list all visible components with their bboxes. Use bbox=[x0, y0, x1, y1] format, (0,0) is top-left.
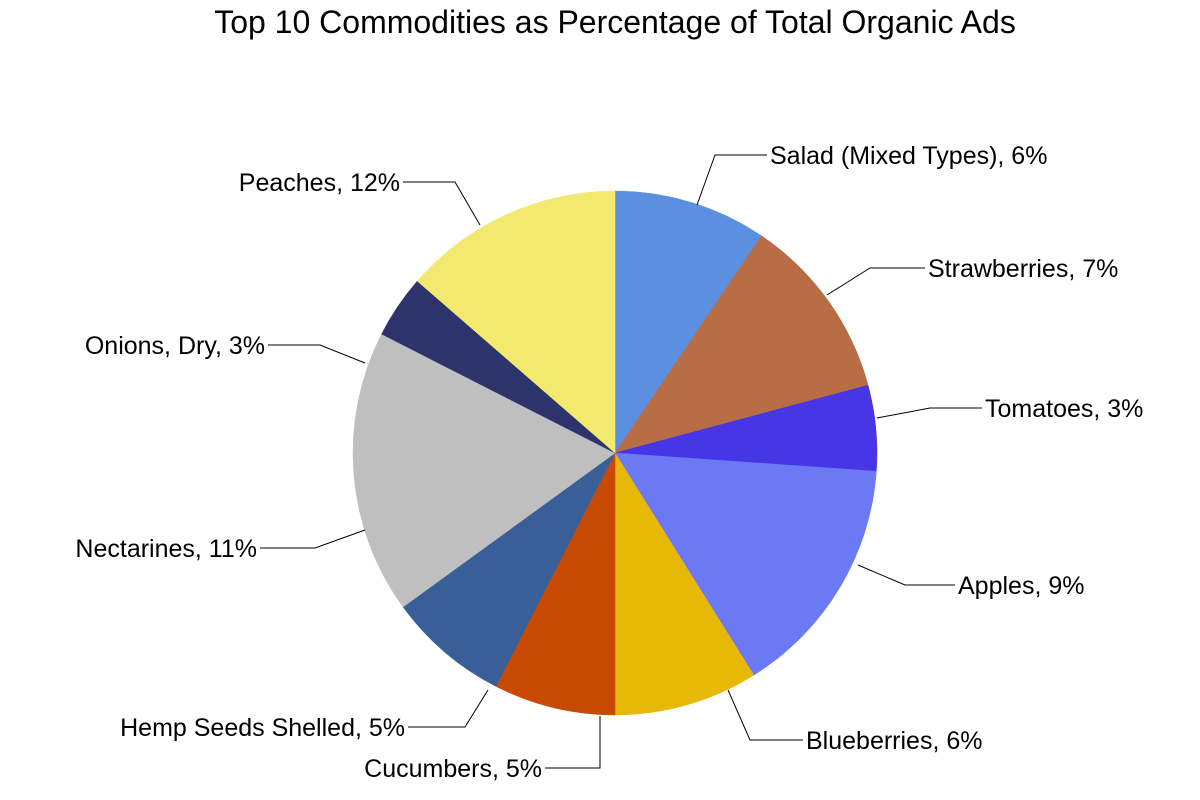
pie-slice-nectarines bbox=[352, 333, 616, 608]
pie-slice-peaches bbox=[416, 190, 616, 454]
slice-label: Cucumbers, 5% bbox=[364, 755, 542, 783]
slice-label: Peaches, 12% bbox=[239, 169, 400, 197]
pie-slice-blueberries bbox=[614, 452, 755, 716]
leader-line bbox=[727, 689, 803, 741]
leader-lines bbox=[260, 154, 982, 769]
leader-line bbox=[403, 181, 481, 226]
leader-line bbox=[268, 344, 366, 364]
slice-label: Nectarines, 11% bbox=[75, 535, 257, 563]
pie-slices bbox=[352, 190, 878, 716]
pie-slice-strawberries bbox=[614, 235, 869, 454]
leader-line bbox=[408, 689, 489, 728]
pie-slice-salad-mixed-types bbox=[614, 190, 762, 454]
leader-line bbox=[826, 267, 925, 296]
slice-label: Strawberries, 7% bbox=[928, 255, 1118, 283]
chart-title: Top 10 Commodities as Percentage of Tota… bbox=[214, 4, 1016, 40]
slice-label: Tomatoes, 3% bbox=[985, 395, 1143, 423]
leader-line bbox=[696, 154, 767, 206]
slice-label: Blueberries, 6% bbox=[806, 727, 982, 755]
leader-line bbox=[260, 529, 366, 549]
slice-labels: Salad (Mixed Types), 6% Strawberries, 7% T… bbox=[75, 142, 1143, 783]
slice-label: Hemp Seeds Shelled, 5% bbox=[120, 714, 405, 742]
pie-slice-cucumbers bbox=[495, 452, 616, 716]
pie-slice-hemp-seeds-shelled bbox=[402, 452, 616, 687]
leader-line bbox=[876, 407, 982, 419]
slice-label: Salad (Mixed Types), 6% bbox=[770, 142, 1047, 170]
leader-line bbox=[857, 564, 955, 586]
slice-label: Onions, Dry, 3% bbox=[85, 332, 265, 360]
leader-line bbox=[545, 716, 601, 769]
pie-slice-apples bbox=[614, 452, 877, 676]
slice-label: Apples, 9% bbox=[958, 572, 1084, 600]
